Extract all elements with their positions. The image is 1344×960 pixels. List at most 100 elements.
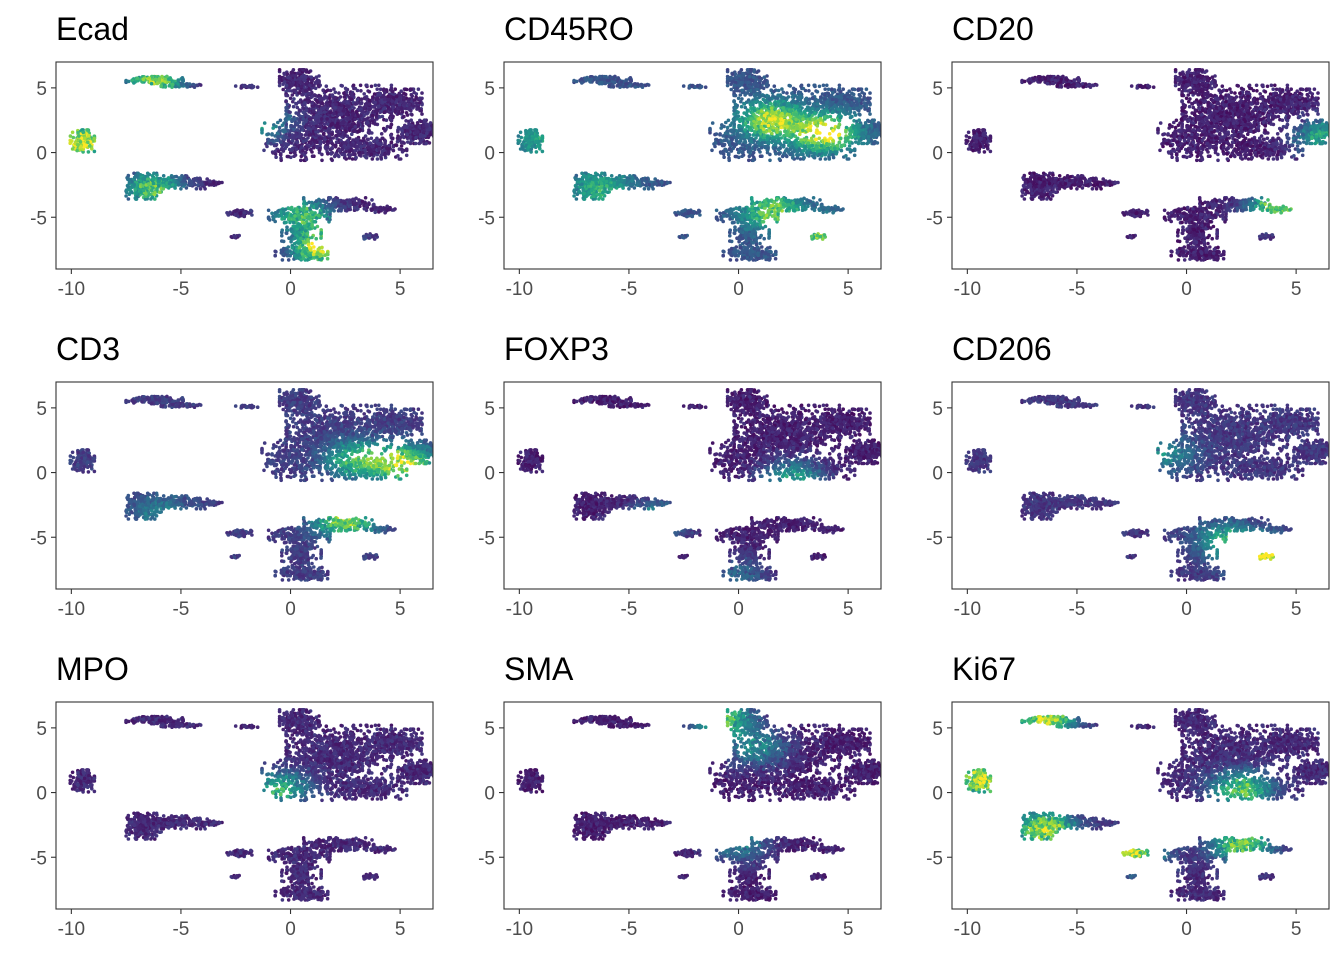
- scatter-point: [168, 77, 172, 82]
- scatter-point: [320, 158, 324, 163]
- scatter-point: [146, 182, 151, 186]
- scatter-point: [353, 117, 357, 122]
- scatter-point: [735, 75, 739, 80]
- scatter-point: [297, 68, 302, 72]
- scatter-point: [363, 196, 368, 200]
- scatter-point: [316, 247, 321, 252]
- scatter-point: [76, 130, 80, 135]
- scatter-point: [681, 84, 686, 88]
- panel-cd45ro: CD45RO-10 -5 0 5-505: [478, 11, 882, 300]
- scatter-point: [346, 117, 350, 122]
- scatter-point: [384, 88, 389, 92]
- scatter-point: [414, 135, 418, 140]
- scatter-point: [271, 126, 276, 130]
- scatter-point: [703, 85, 708, 89]
- scatter-point: [182, 179, 186, 183]
- scatter-point: [232, 235, 237, 240]
- scatter-point: [339, 83, 344, 88]
- scatter-point: [607, 84, 611, 88]
- scatter-point: [351, 138, 355, 142]
- scatter-point: [748, 74, 752, 79]
- scatter-point: [333, 90, 338, 95]
- scatter-point: [251, 84, 256, 89]
- scatter-point: [338, 95, 343, 99]
- scatter-point: [396, 130, 400, 134]
- scatter-point: [167, 181, 172, 186]
- scatter-point: [313, 121, 318, 125]
- scatter-point: [370, 116, 375, 121]
- scatter-point: [303, 212, 308, 217]
- scatter-point: [318, 199, 323, 203]
- scatter-point: [373, 100, 378, 105]
- scatter-point: [299, 236, 303, 241]
- scatter-point: [92, 149, 97, 154]
- scatter-point: [151, 181, 156, 186]
- scatter-point: [318, 203, 322, 208]
- scatter-point: [291, 229, 295, 234]
- scatter-point: [79, 145, 83, 149]
- scatter-point: [359, 89, 363, 93]
- y-tick-label: 0: [36, 144, 47, 165]
- y-tick-label: -5: [30, 208, 47, 229]
- scatter-point: [315, 224, 320, 229]
- scatter-point: [167, 84, 172, 88]
- scatter-point: [324, 89, 328, 94]
- scatter-point: [299, 154, 304, 159]
- scatter-point: [629, 78, 633, 83]
- scatter-point: [262, 121, 267, 125]
- scatter-point: [746, 80, 750, 85]
- scatter-point: [354, 109, 359, 114]
- scatter-point: [318, 252, 323, 257]
- scatter-point: [321, 106, 326, 111]
- scatter-point: [350, 94, 354, 99]
- scatter-point: [70, 139, 74, 143]
- scatter-point: [597, 81, 602, 86]
- scatter-point: [156, 179, 161, 184]
- scatter-point: [180, 174, 184, 178]
- scatter-point: [273, 249, 278, 254]
- scatter-point: [306, 216, 311, 221]
- scatter-point: [276, 134, 281, 139]
- scatter-point: [350, 157, 355, 161]
- scatter-point: [363, 148, 367, 153]
- scatter-point: [218, 180, 222, 185]
- scatter-point: [314, 236, 319, 241]
- x-tick-label: -10: [58, 279, 85, 300]
- scatter-point: [646, 83, 651, 87]
- scatter-point: [239, 211, 243, 215]
- scatter-point: [379, 142, 384, 147]
- scatter-point: [624, 82, 628, 86]
- scatter-point: [436, 141, 440, 145]
- scatter-point: [335, 129, 340, 133]
- scatter-point: [305, 232, 310, 236]
- scatter-point: [185, 85, 190, 89]
- scatter-point: [327, 133, 331, 138]
- scatter-point: [757, 75, 762, 79]
- scatter-point: [310, 222, 314, 227]
- scatter-point: [302, 204, 306, 209]
- scatter-point: [126, 173, 131, 178]
- scatter-point: [354, 144, 359, 148]
- scatter-point: [297, 245, 302, 250]
- scatter-point: [351, 111, 356, 116]
- scatter-point: [242, 84, 246, 88]
- scatter-point: [329, 157, 334, 161]
- scatter-point: [300, 128, 305, 132]
- scatter-point: [318, 146, 322, 151]
- scatter-point: [157, 184, 161, 188]
- scatter-point: [372, 104, 377, 108]
- scatter-point: [765, 74, 769, 78]
- scatter-point: [277, 83, 282, 88]
- scatter-point: [353, 149, 358, 153]
- scatter-point: [288, 110, 292, 115]
- scatter-point: [71, 135, 76, 140]
- scatter-point: [271, 139, 275, 144]
- scatter-points: [68, 68, 440, 262]
- scatter-point: [350, 122, 355, 127]
- scatter-point: [191, 82, 196, 87]
- scatter-point: [406, 140, 410, 144]
- scatter-point: [690, 84, 694, 88]
- scatter-point: [397, 111, 401, 116]
- scatter-point: [741, 74, 746, 78]
- scatter-point: [273, 211, 278, 215]
